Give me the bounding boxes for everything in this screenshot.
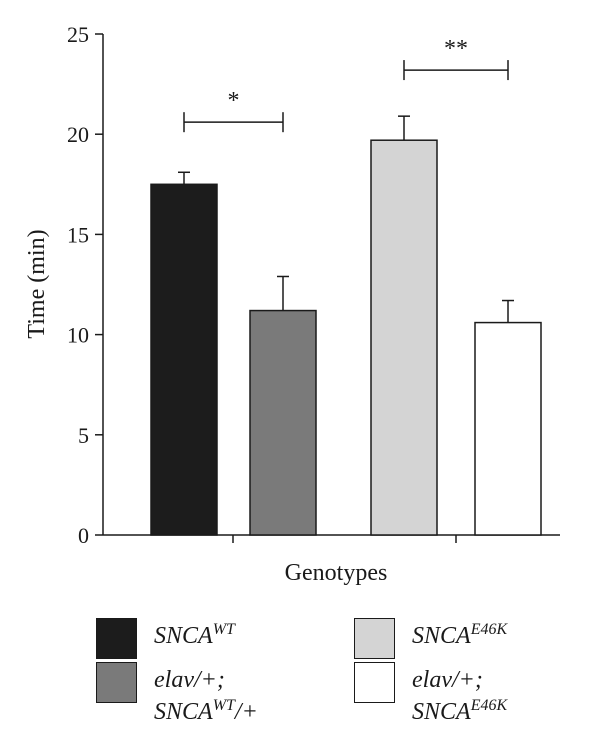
legend-label-superscript: E46K — [470, 697, 508, 714]
legend-label-text: elav/+; — [154, 667, 225, 693]
bar-elav_e46k — [474, 321, 542, 536]
legend-label: SNCAE46K — [412, 620, 507, 652]
legend-item: elav/+; SNCAWT/+ — [96, 662, 258, 728]
legend-label-line: SNCAE46K — [412, 620, 507, 652]
legend-swatch — [96, 662, 137, 703]
y-tick-label: 0 — [78, 523, 89, 548]
legend-swatch — [354, 662, 395, 703]
legend-label: elav/+; SNCAE46K — [412, 664, 507, 728]
significance-label: * — [228, 88, 240, 114]
legend-label-suffix: /+ — [234, 699, 258, 725]
bars — [150, 115, 542, 536]
y-tick-label: 15 — [67, 222, 89, 247]
legend-label-text: elav/+; — [412, 667, 483, 693]
y-axis-label: Time (min) — [24, 229, 50, 338]
legend-label: elav/+; SNCAWT/+ — [154, 664, 258, 728]
legend-label-text: SNCA — [154, 623, 213, 649]
legend-label-superscript: E46K — [470, 621, 508, 638]
bar-e46k — [370, 139, 438, 536]
legend-item: SNCAWT — [96, 618, 235, 659]
legend-label-superscript: WT — [212, 621, 235, 638]
y-tick-label: 20 — [67, 122, 89, 147]
legend-label-text: SNCA — [412, 699, 471, 725]
y-tick-label: 10 — [67, 323, 89, 348]
legend-label: SNCAWT — [154, 620, 235, 652]
legend-label-line: elav/+; — [154, 664, 258, 696]
legend-label-text: SNCA — [412, 623, 471, 649]
legend-label-text: SNCA — [154, 699, 213, 725]
legend-swatch — [354, 618, 395, 659]
legend-label-superscript: WT — [212, 697, 235, 714]
legend-label-line: SNCAE46K — [412, 696, 507, 728]
legend-item: elav/+; SNCAE46K — [354, 662, 507, 728]
legend-label-line: elav/+; — [412, 664, 507, 696]
significance-markers: *** — [183, 36, 509, 133]
y-tick-label: 5 — [78, 423, 89, 448]
legend-label-line: SNCAWT/+ — [154, 696, 258, 728]
legend-swatch — [96, 618, 137, 659]
x-axis-label: Genotypes — [285, 560, 388, 586]
legend-label-line: SNCAWT — [154, 620, 235, 652]
significance-label: ** — [444, 36, 468, 62]
bar-elav_wt — [249, 309, 317, 536]
bar-wt — [150, 183, 218, 536]
legend-item: SNCAE46K — [354, 618, 507, 659]
y-tick-label: 25 — [67, 22, 89, 47]
